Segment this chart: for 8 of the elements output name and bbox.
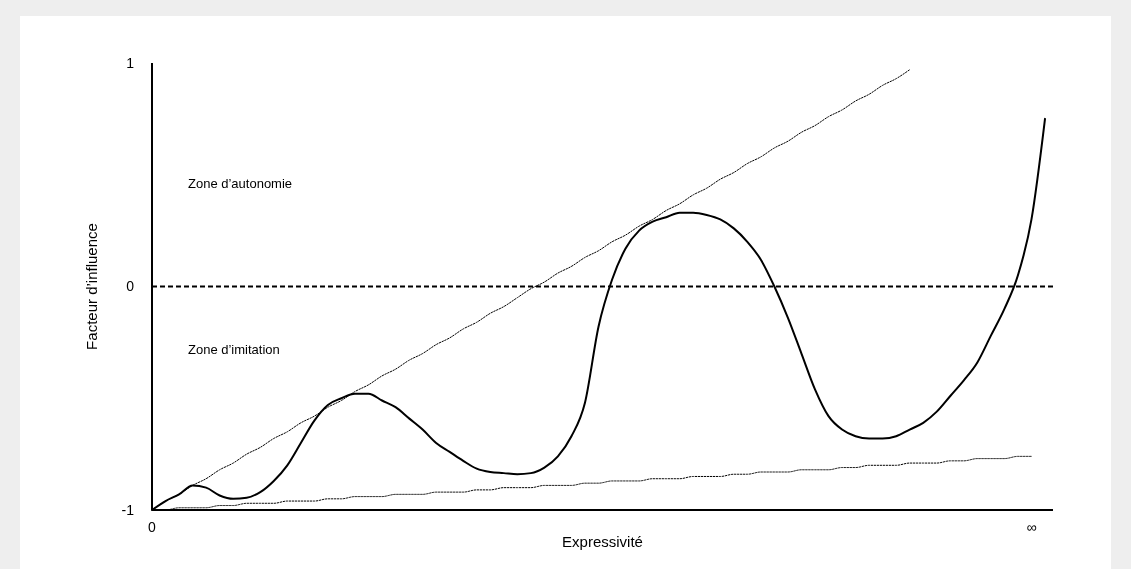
y-tick-label: 1 — [126, 54, 135, 71]
y-tick-label: -1 — [121, 501, 135, 518]
y-tick-label: 0 — [126, 278, 135, 295]
x-tick-label: ∞ — [1026, 519, 1037, 535]
x-axis-title: Expressivité — [562, 533, 643, 550]
annotation: Zone d’autonomie — [188, 176, 293, 192]
annotation: Zone d’imitation — [188, 341, 280, 357]
y-axis-title: Facteur d’influence — [83, 223, 100, 350]
